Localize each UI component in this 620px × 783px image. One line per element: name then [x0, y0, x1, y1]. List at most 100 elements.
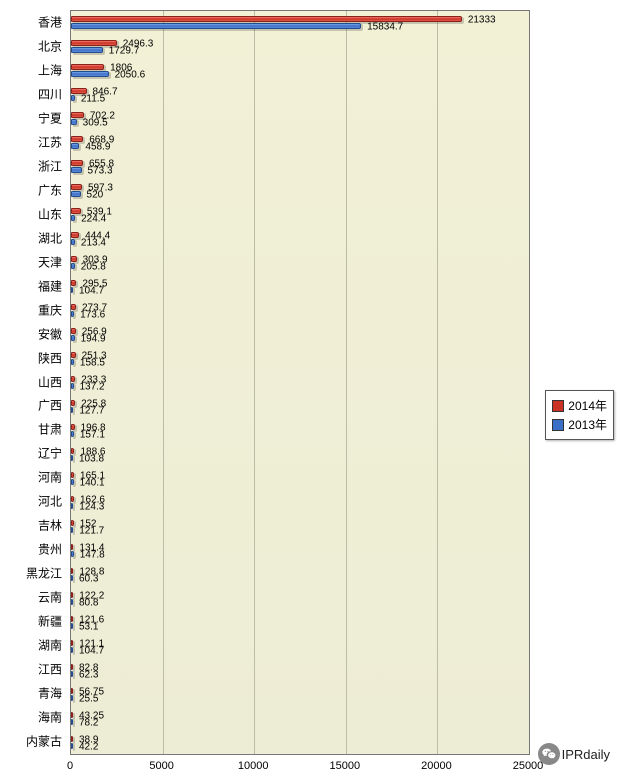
legend-item-2013: 2013年 [552, 416, 607, 433]
y-axis-category-label: 云南 [38, 589, 62, 606]
value-label: 573.3 [88, 166, 113, 177]
bar-2014 [71, 136, 83, 142]
bar-2014 [71, 88, 87, 94]
y-axis-category-label: 安徽 [38, 325, 62, 342]
value-label: 15834.7 [367, 22, 403, 33]
y-axis-category-label: 贵州 [38, 541, 62, 558]
bar-2014 [71, 712, 73, 718]
y-axis-category-label: 河南 [38, 469, 62, 486]
y-axis-category-label: 青海 [38, 685, 62, 702]
bar-2014 [71, 40, 117, 46]
value-label: 78.2 [79, 717, 98, 728]
value-label: 127.7 [79, 405, 104, 416]
y-axis-category-label: 海南 [38, 709, 62, 726]
bar-2014 [71, 736, 73, 742]
value-label: 1729.7 [109, 46, 140, 57]
bar-2013 [71, 191, 81, 197]
y-axis-category-label: 北京 [38, 37, 62, 54]
legend-swatch-2014 [552, 400, 564, 412]
bar-2013 [71, 407, 73, 413]
bar-2013 [71, 623, 73, 629]
value-label: 2050.6 [115, 70, 146, 81]
value-label: 121.7 [79, 525, 104, 536]
y-axis-category-label: 新疆 [38, 613, 62, 630]
y-axis-category-label: 香港 [38, 13, 62, 30]
bar-2013 [71, 119, 77, 125]
bar-2013 [71, 95, 75, 101]
bar-2014 [71, 448, 74, 454]
bar-2013 [71, 287, 73, 293]
value-label: 80.8 [79, 597, 98, 608]
bar-2013 [71, 239, 75, 245]
bar-2013 [71, 455, 73, 461]
bar-2013 [71, 743, 73, 749]
bar-2013 [71, 479, 74, 485]
bar-2014 [71, 568, 73, 574]
bar-2013 [71, 215, 75, 221]
value-label: 60.3 [79, 573, 98, 584]
y-axis-category-label: 山东 [38, 205, 62, 222]
value-label: 104.7 [79, 286, 104, 297]
value-label: 309.5 [83, 118, 108, 129]
value-label: 25.5 [79, 693, 98, 704]
bar-2013 [71, 695, 73, 701]
bar-2013 [71, 71, 109, 77]
value-label: 42.2 [79, 741, 98, 752]
bar-2014 [71, 664, 73, 670]
value-label: 158.5 [80, 358, 105, 369]
bar-2014 [71, 112, 84, 118]
bar-2014 [71, 160, 83, 166]
value-label: 458.9 [85, 142, 110, 153]
bar-2013 [71, 359, 74, 365]
value-label: 53.1 [79, 621, 98, 632]
watermark-text: IPRdaily [562, 747, 610, 762]
x-tick-label: 20000 [421, 760, 452, 772]
legend-label-2014: 2014年 [568, 397, 607, 414]
y-axis-category-label: 江苏 [38, 133, 62, 150]
y-axis-category-label: 内蒙古 [26, 733, 62, 750]
x-tick-label: 10000 [238, 760, 269, 772]
bar-2013 [71, 551, 74, 557]
value-label: 140.1 [80, 477, 105, 488]
x-axis: 0500010000150002000025000 [70, 756, 532, 776]
y-axis-category-label: 陕西 [38, 349, 62, 366]
bar-2013 [71, 431, 74, 437]
value-label: 173.6 [80, 310, 105, 321]
wechat-icon [538, 743, 560, 765]
y-axis-category-label: 重庆 [38, 301, 62, 318]
legend-label-2013: 2013年 [568, 416, 607, 433]
y-axis-category-label: 福建 [38, 277, 62, 294]
y-axis-category-label: 河北 [38, 493, 62, 510]
bar-2014 [71, 472, 74, 478]
value-label: 103.8 [79, 453, 104, 464]
bar-2013 [71, 23, 361, 29]
bar-2013 [71, 647, 73, 653]
y-axis-labels: 香港北京上海四川宁夏江苏浙江广东山东湖北天津福建重庆安徽陕西山西广西甘肃辽宁河南… [0, 10, 66, 755]
value-label: 137.2 [80, 382, 105, 393]
bar-2014 [71, 232, 79, 238]
bar-2014 [71, 304, 76, 310]
value-label: 124.3 [79, 501, 104, 512]
bar-2014 [71, 352, 76, 358]
bar-2014 [71, 616, 73, 622]
y-axis-category-label: 甘肃 [38, 421, 62, 438]
bar-2013 [71, 503, 73, 509]
y-axis-category-label: 上海 [38, 61, 62, 78]
y-axis-category-label: 吉林 [38, 517, 62, 534]
y-axis-category-label: 江西 [38, 661, 62, 678]
y-axis-category-label: 山西 [38, 373, 62, 390]
y-axis-category-label: 湖北 [38, 229, 62, 246]
bar-2013 [71, 311, 74, 317]
value-label: 21333 [468, 15, 496, 26]
bar-2014 [71, 640, 73, 646]
chart-container: 2133315834.72496.31729.718062050.6846.72… [0, 0, 620, 783]
y-axis-category-label: 浙江 [38, 157, 62, 174]
bar-2013 [71, 47, 103, 53]
value-label: 194.9 [81, 334, 106, 345]
bar-2014 [71, 16, 462, 22]
y-axis-category-label: 广西 [38, 397, 62, 414]
value-label: 104.7 [79, 645, 104, 656]
bar-2014 [71, 520, 74, 526]
y-axis-category-label: 辽宁 [38, 445, 62, 462]
y-axis-category-label: 宁夏 [38, 109, 62, 126]
